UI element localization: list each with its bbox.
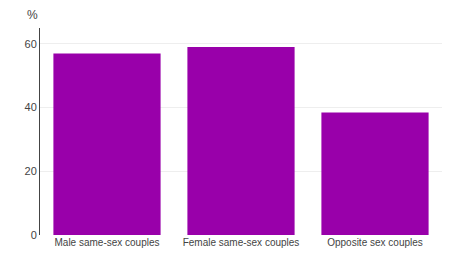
svg-text:Male same-sex couples: Male same-sex couples xyxy=(54,237,159,248)
svg-text:%: % xyxy=(27,8,38,22)
svg-text:40: 40 xyxy=(25,101,37,113)
svg-text:Opposite sex couples: Opposite sex couples xyxy=(327,237,423,248)
svg-text:60: 60 xyxy=(25,38,37,50)
svg-text:Female same-sex couples: Female same-sex couples xyxy=(183,237,300,248)
svg-text:0: 0 xyxy=(31,229,37,241)
svg-text:20: 20 xyxy=(25,165,37,177)
